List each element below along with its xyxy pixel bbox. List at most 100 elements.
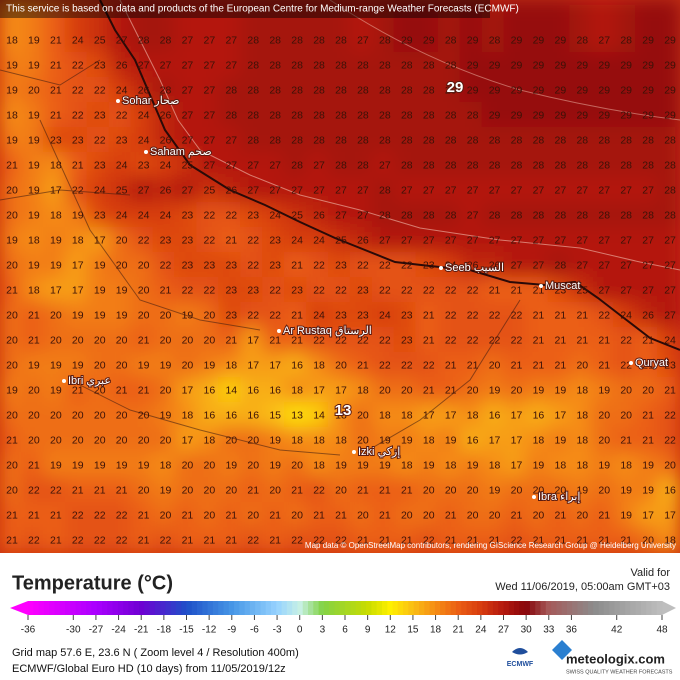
grid-value: 28	[467, 109, 479, 121]
grid-value: 21	[335, 509, 347, 521]
heat-cell	[393, 277, 418, 304]
grid-value: 28	[379, 134, 391, 146]
heat-cell	[196, 452, 221, 479]
grid-value: 22	[379, 334, 391, 346]
colorbar-segment	[329, 601, 336, 615]
grid-value: 18	[50, 159, 62, 171]
heat-cell	[240, 102, 265, 129]
grid-value: 28	[379, 209, 391, 221]
grid-value: 19	[379, 434, 391, 446]
grid-value: 22	[489, 309, 501, 321]
grid-value: 28	[489, 159, 501, 171]
grid-value: 29	[555, 109, 567, 121]
heat-cell	[635, 427, 660, 454]
colorbar-segment	[175, 601, 182, 615]
colorbar-segment	[350, 601, 357, 615]
grid-value: 27	[555, 234, 567, 246]
heat-cell	[174, 52, 199, 79]
grid-value: 28	[642, 159, 654, 171]
heat-cell	[20, 177, 45, 204]
colorbar-segment	[603, 601, 610, 615]
colorbar-segment	[59, 601, 66, 615]
heat-cell	[437, 52, 462, 79]
grid-value: 28	[576, 34, 588, 46]
heat-cell	[657, 502, 680, 529]
grid-value: 18	[489, 459, 501, 471]
heat-cell	[503, 377, 528, 404]
grid-value: 20	[247, 459, 259, 471]
heat-cell	[262, 252, 287, 279]
colorbar-segment	[455, 601, 462, 615]
grid-value: 24	[379, 309, 391, 321]
heat-cell	[349, 402, 374, 429]
grid-value: 28	[555, 159, 567, 171]
heat-cell	[130, 502, 155, 529]
grid-value: 20	[357, 509, 369, 521]
heat-cell	[437, 277, 462, 304]
heat-cell	[459, 302, 484, 329]
heat-cell	[130, 377, 155, 404]
grid-value: 28	[445, 209, 457, 221]
grid-value: 20	[6, 459, 18, 471]
grid-value: 22	[94, 534, 106, 546]
grid-value: 29	[533, 34, 545, 46]
grid-value: 22	[335, 284, 347, 296]
grid-value: 22	[357, 259, 369, 271]
colorbar-segment	[503, 601, 510, 615]
colorbar-segment	[566, 601, 573, 615]
heat-cell	[86, 352, 111, 379]
grid-value: 27	[576, 184, 588, 196]
colorbar-segment	[38, 601, 45, 615]
heat-cell	[174, 452, 199, 479]
grid-value: 29	[664, 84, 676, 96]
grid-value: 27	[313, 184, 325, 196]
heat-cell	[86, 52, 111, 79]
grid-value: 28	[423, 159, 435, 171]
heat-cell	[525, 352, 550, 379]
grid-value: 21	[28, 509, 40, 521]
heat-cell	[218, 127, 243, 154]
heat-cell	[635, 527, 660, 554]
heat-cell	[437, 477, 462, 504]
grid-value: 22	[28, 484, 40, 496]
heat-cell	[635, 127, 660, 154]
heat-cell	[152, 152, 177, 179]
heat-cell	[349, 177, 374, 204]
colorbar-segment	[482, 601, 489, 615]
heat-cell	[393, 177, 418, 204]
colorbar-segment	[160, 601, 166, 615]
grid-value: 21	[598, 334, 610, 346]
grid-value: 28	[247, 109, 259, 121]
heat-cell	[613, 452, 638, 479]
grid-value: 24	[138, 134, 150, 146]
colorbar-segment	[492, 601, 499, 615]
grid-value: 21	[533, 309, 545, 321]
grid-value: 21	[247, 484, 259, 496]
heat-cell	[635, 77, 660, 104]
heat-cell	[0, 502, 23, 529]
heat-cell	[240, 352, 265, 379]
colorbar-segment	[381, 601, 388, 615]
grid-value: 28	[598, 209, 610, 221]
grid-value: 20	[6, 409, 18, 421]
grid-value: 28	[445, 159, 457, 171]
heat-cell	[371, 52, 396, 79]
grid-value: 28	[357, 134, 369, 146]
grid-value: 29	[664, 109, 676, 121]
grid-value: 22	[247, 259, 259, 271]
grid-value: 27	[335, 209, 347, 221]
grid-value: 28	[379, 59, 391, 71]
grid-value: 20	[445, 484, 457, 496]
heat-cell	[437, 327, 462, 354]
heat-cell	[174, 102, 199, 129]
heat-cell	[591, 427, 616, 454]
heat-cell	[108, 352, 133, 379]
heat-cell	[591, 127, 616, 154]
grid-value: 23	[204, 259, 216, 271]
heat-cell	[86, 277, 111, 304]
heat-layer	[0, 0, 680, 554]
grid-value: 20	[335, 359, 347, 371]
grid-value: 16	[247, 384, 259, 396]
grid-value: 24	[620, 309, 632, 321]
grid-value: 21	[50, 534, 62, 546]
